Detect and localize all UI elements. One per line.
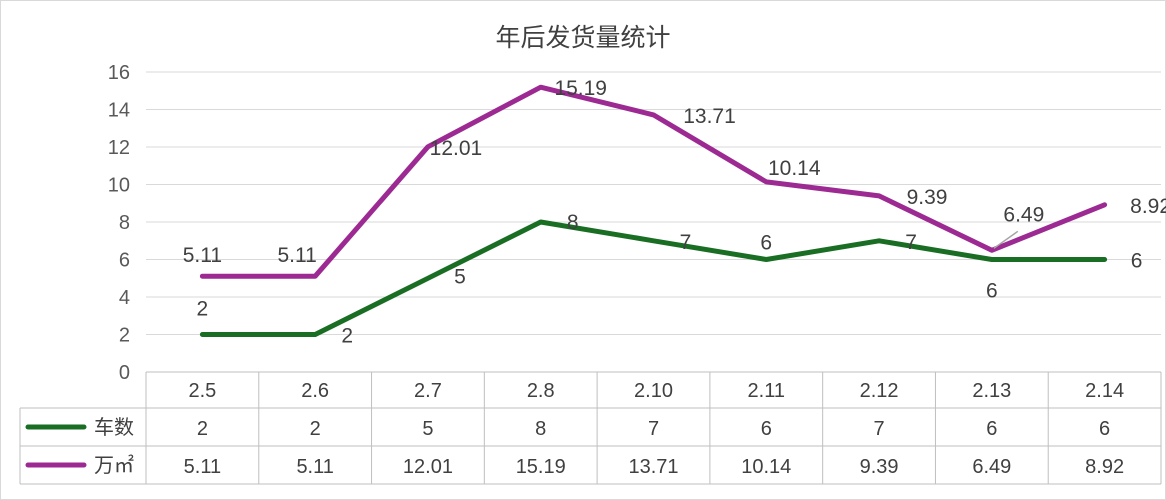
table-cell: 10.14 bbox=[741, 456, 791, 478]
y-tick-label: 4 bbox=[119, 287, 130, 309]
data-label: 7 bbox=[905, 231, 917, 254]
data-label: 8 bbox=[567, 211, 579, 234]
table-cell: 6 bbox=[986, 418, 997, 440]
table-cell: 8.92 bbox=[1085, 456, 1124, 478]
table-cell: 12.01 bbox=[403, 456, 453, 478]
series-line bbox=[199, 219, 1108, 337]
data-label: 6 bbox=[760, 232, 772, 255]
y-tick-label: 16 bbox=[108, 62, 130, 84]
x-category-label: 2.14 bbox=[1085, 380, 1124, 402]
y-tick-label: 2 bbox=[119, 325, 130, 347]
legend-label: 万㎡ bbox=[94, 453, 134, 477]
x-category-label: 2.12 bbox=[860, 380, 899, 402]
x-category-label: 2.6 bbox=[301, 380, 329, 402]
data-label: 6 bbox=[1131, 250, 1143, 273]
x-category-label: 2.8 bbox=[527, 380, 555, 402]
table-cell: 2 bbox=[197, 418, 208, 440]
data-label: 15.19 bbox=[554, 77, 607, 100]
x-category-label: 2.13 bbox=[972, 380, 1011, 402]
y-tick-label: 8 bbox=[119, 212, 130, 234]
table-cell: 13.71 bbox=[628, 456, 678, 478]
table-cell: 5 bbox=[422, 418, 433, 440]
table-cell: 6 bbox=[1099, 418, 1110, 440]
table-cell: 5.11 bbox=[296, 456, 333, 478]
data-label: 10.14 bbox=[768, 157, 821, 180]
data-label: 2 bbox=[341, 325, 353, 348]
data-label: 13.71 bbox=[683, 105, 736, 128]
x-category-label: 2.11 bbox=[748, 380, 785, 402]
data-label: 5.11 bbox=[278, 244, 317, 267]
data-label: 2 bbox=[197, 298, 209, 321]
series-line bbox=[199, 84, 1108, 279]
data-label: 6.49 bbox=[1003, 203, 1044, 226]
table-cell: 6 bbox=[761, 418, 772, 440]
label-leader-line bbox=[993, 230, 1019, 249]
table-cell: 5.11 bbox=[184, 456, 221, 478]
data-label: 5.11 bbox=[183, 244, 222, 267]
data-label: 6 bbox=[986, 280, 998, 303]
table-cell: 2 bbox=[310, 418, 321, 440]
table-cell: 7 bbox=[648, 418, 659, 440]
gridlines: 0 2 4 6 8 10 12 14 16 bbox=[108, 62, 1161, 384]
y-tick-label: 14 bbox=[108, 100, 130, 122]
y-tick-label: 10 bbox=[108, 175, 130, 197]
table-cell: 9.39 bbox=[860, 456, 899, 478]
chart-title: 年后发货量统计 bbox=[495, 24, 670, 52]
table-cell: 15.19 bbox=[516, 456, 566, 478]
y-tick-label: 0 bbox=[119, 362, 130, 384]
data-label: 9.39 bbox=[907, 186, 948, 209]
data-label: 5 bbox=[454, 265, 466, 288]
data-label: 7 bbox=[680, 231, 692, 254]
y-tick-label: 12 bbox=[108, 137, 130, 159]
y-tick-label: 6 bbox=[119, 250, 130, 272]
data-table: 2.5 2.6 2.7 2.8 2.10 2.11 2.12 2.13 2.14 车数 2 2 5 8 7 6… bbox=[19, 371, 1162, 485]
table-cell: 8 bbox=[535, 418, 546, 440]
series-lines bbox=[199, 84, 1108, 337]
table-cell: 6.49 bbox=[972, 456, 1011, 478]
data-label: 8.92 bbox=[1130, 195, 1166, 218]
legend-label: 车数 bbox=[94, 415, 134, 439]
x-category-label: 2.5 bbox=[188, 380, 216, 402]
data-label: 12.01 bbox=[430, 137, 483, 160]
x-category-label: 2.7 bbox=[414, 380, 442, 402]
table-cell: 7 bbox=[873, 418, 884, 440]
x-category-label: 2.10 bbox=[634, 380, 673, 402]
data-labels: 2 2 5 8 7 6 7 6 6 5.11 5.11 12.01 15.19 13.71 10.14 9.3… bbox=[183, 77, 1166, 347]
